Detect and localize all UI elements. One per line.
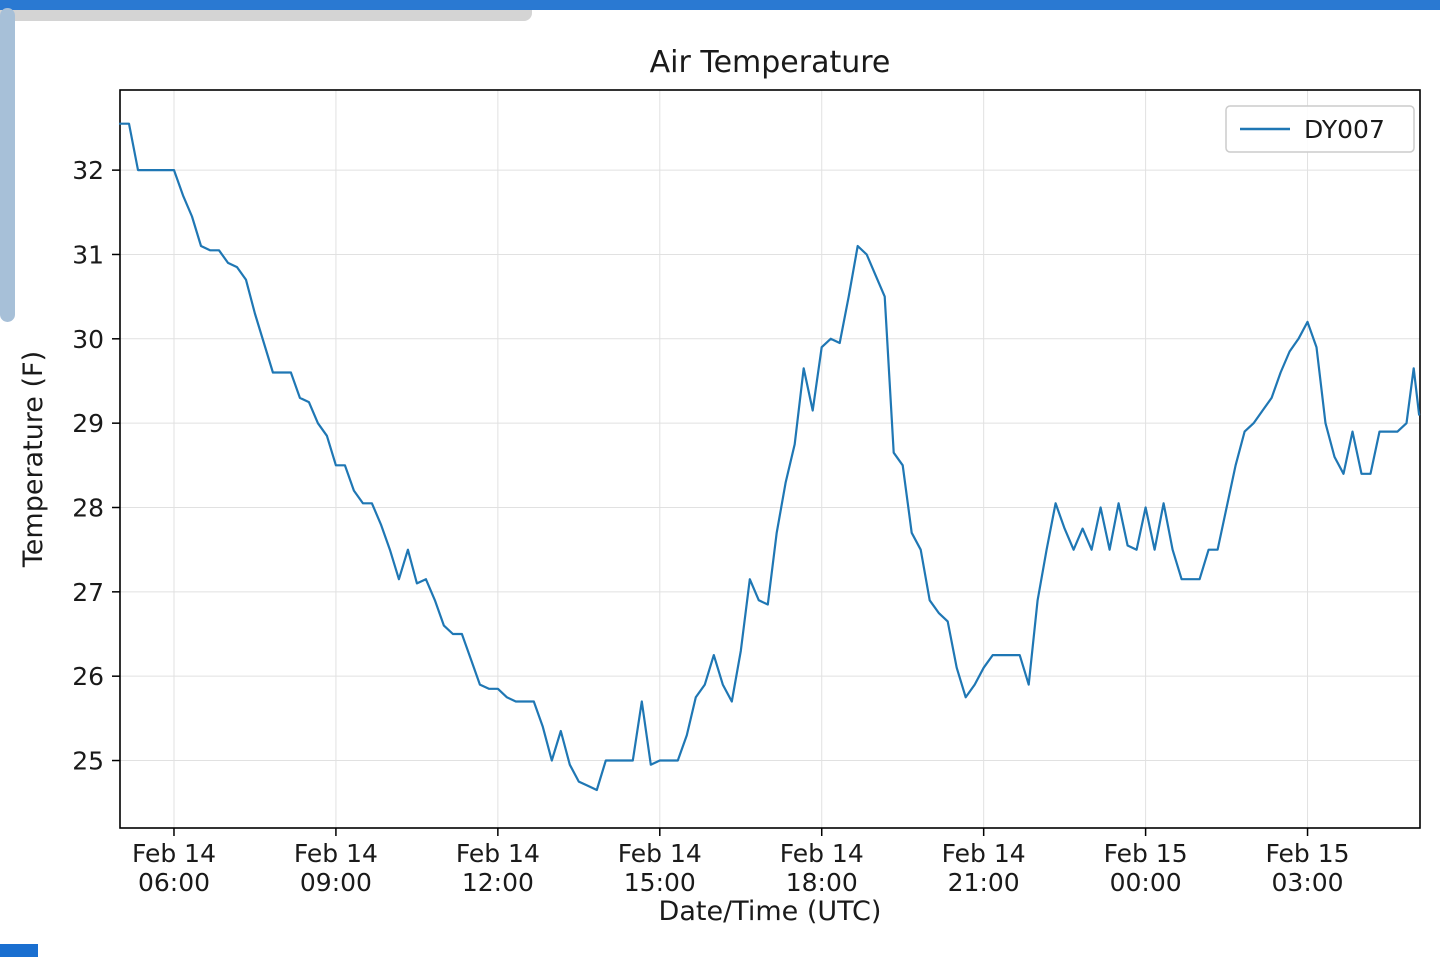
top-edge-bar <box>0 0 1440 10</box>
x-tick-label: 21:00 <box>948 868 1020 897</box>
x-tick-label: 12:00 <box>462 868 534 897</box>
y-tick-label: 26 <box>72 662 104 691</box>
y-tick-label: 30 <box>72 325 104 354</box>
x-tick-label: 06:00 <box>138 868 210 897</box>
y-tick-label: 32 <box>72 156 104 185</box>
x-tick-label: 18:00 <box>786 868 858 897</box>
legend-label: DY007 <box>1304 115 1385 144</box>
axes-box <box>119 89 1421 829</box>
x-tick-label: Feb 14 <box>942 839 1026 868</box>
gridlines <box>120 90 1420 828</box>
x-tick-label: Feb 14 <box>618 839 702 868</box>
x-tick-label: Feb 14 <box>456 839 540 868</box>
legend-box <box>1225 105 1415 153</box>
y-tick-label: 28 <box>72 493 104 522</box>
y-tick-label: 29 <box>72 409 104 438</box>
toolbar-remnant <box>0 10 532 21</box>
x-tick-label: Feb 15 <box>1266 839 1350 868</box>
x-tick-label: 15:00 <box>624 868 696 897</box>
scrollbar-thumb[interactable] <box>0 8 15 322</box>
x-tick-label: Feb 15 <box>1104 839 1188 868</box>
x-tick-label: 00:00 <box>1110 868 1182 897</box>
x-tick-label: 03:00 <box>1272 868 1344 897</box>
y-tick-label: 31 <box>72 240 104 269</box>
x-tick-label: Feb 14 <box>132 839 216 868</box>
x-tick-label: 09:00 <box>300 868 372 897</box>
tick-marks <box>112 169 1309 836</box>
x-tick-label: Feb 14 <box>294 839 378 868</box>
y-tick-label: 25 <box>72 747 104 776</box>
y-tick-label: 27 <box>72 578 104 607</box>
legend: DY007 <box>1225 105 1415 153</box>
x-tick-label: Feb 14 <box>780 839 864 868</box>
y-axis-label: Temperature (F) <box>18 351 49 568</box>
chart-title: Air Temperature <box>650 45 891 80</box>
bottom-left-fragment <box>0 944 38 957</box>
series-line-dy007 <box>118 122 1421 792</box>
x-axis-label: Date/Time (UTC) <box>659 896 882 927</box>
